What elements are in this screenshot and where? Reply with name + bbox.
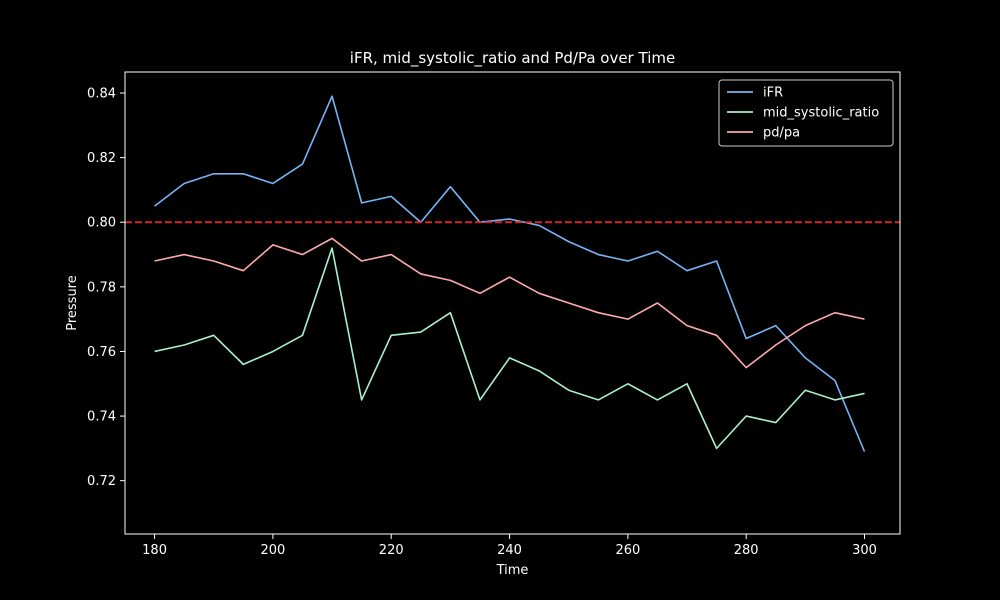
plot-frame: [124, 71, 901, 535]
legend-label: iFR: [763, 86, 783, 101]
x-tick-label: 260: [615, 543, 640, 558]
x-axis-label: Time: [496, 563, 529, 578]
y-tick-label: 0.82: [87, 151, 116, 166]
x-axis: 180 200 220 240 260 280 300: [142, 534, 877, 558]
series-line-ifr: [154, 95, 866, 452]
y-tick-label: 0.76: [87, 345, 116, 360]
series-line-pd-pa: [154, 237, 865, 369]
y-axis: 0.72 0.74 0.76 0.78 0.80 0.82 0.84: [87, 87, 125, 489]
y-axis-label: Pressure: [65, 275, 80, 331]
x-tick-label: 180: [142, 543, 167, 558]
x-tick-label: 200: [260, 543, 285, 558]
legend-box: [718, 79, 894, 147]
y-tick-label: 0.84: [87, 87, 116, 102]
y-tick-label: 0.74: [87, 410, 116, 425]
x-tick-label: 300: [852, 543, 877, 558]
y-tick-label: 0.78: [87, 280, 116, 295]
chart-title: iFR, mid_systolic_ratio and Pd/Pa over T…: [350, 49, 675, 68]
legend: iFR mid_systolic_ratio pd/pa: [718, 79, 894, 147]
x-tick-label: 280: [734, 543, 759, 558]
x-tick-label: 240: [497, 543, 522, 558]
y-tick-label: 0.80: [87, 216, 116, 231]
x-tick-label: 220: [379, 543, 404, 558]
series-line-mid-systolic-ratio: [154, 247, 865, 450]
y-tick-label: 0.72: [87, 474, 116, 489]
series-layer: [154, 95, 866, 452]
legend-label: mid_systolic_ratio: [763, 106, 879, 121]
legend-label: pd/pa: [763, 126, 800, 141]
